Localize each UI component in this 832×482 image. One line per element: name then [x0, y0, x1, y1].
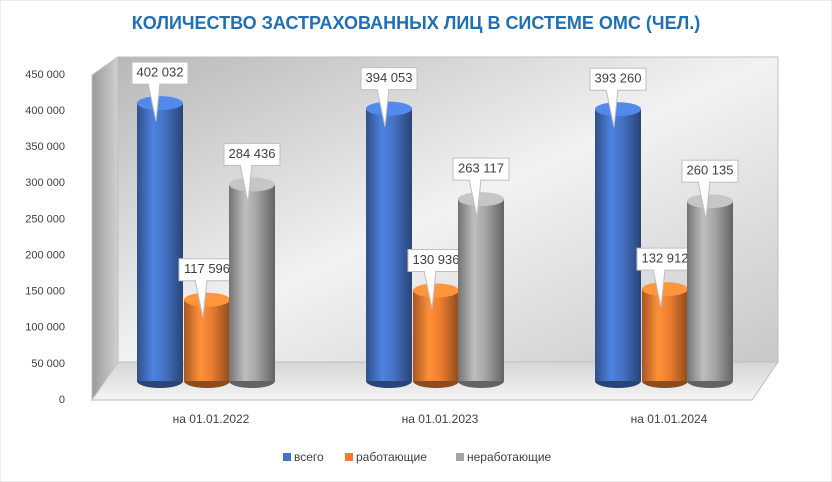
y-tick-label: 250 000 — [25, 213, 65, 225]
y-tick-label: 50 000 — [31, 358, 65, 370]
callout-seam — [699, 180, 709, 184]
chart-title: КОЛИЧЕСТВО ЗАСТРАХОВАННЫХ ЛИЦ В СИСТЕМЕ … — [132, 13, 700, 33]
value-label: 132 912 — [642, 251, 689, 266]
legend-label: всего — [294, 450, 324, 464]
value-label: 117 596 — [184, 261, 230, 276]
callout-box — [681, 159, 739, 183]
x-tick-label: на 01.01.2022 — [173, 412, 250, 426]
callout-box — [360, 67, 418, 91]
callout-seam — [470, 178, 480, 182]
cylinder — [137, 103, 183, 381]
callout-box — [452, 157, 510, 181]
legend-swatch — [283, 453, 291, 461]
value-label: 130 936 — [413, 252, 460, 267]
y-tick-label: 150 000 — [25, 286, 65, 298]
legend-swatch — [456, 453, 464, 461]
y-tick-label: 350 000 — [25, 141, 65, 153]
y-tick-label: 400 000 — [25, 105, 65, 117]
y-tick-label: 450 000 — [25, 69, 65, 81]
value-label: 260 135 — [687, 163, 734, 178]
cylinder-top — [595, 102, 641, 117]
callout-box — [131, 61, 189, 85]
cylinder-top — [642, 282, 688, 297]
cylinder-top — [458, 192, 504, 207]
cylinder — [229, 184, 275, 381]
callout-box — [589, 67, 647, 91]
cylinder — [413, 290, 459, 381]
cylinder — [366, 108, 412, 382]
callout-seam — [196, 278, 206, 282]
cylinder — [687, 201, 733, 381]
legend-swatch — [345, 453, 353, 461]
value-label: 284 436 — [229, 146, 276, 161]
callout-seam — [607, 88, 617, 92]
y-tick-label: 200 000 — [25, 249, 65, 261]
callout-seam — [378, 87, 388, 91]
y-tick-label: 300 000 — [25, 177, 65, 189]
cylinder — [458, 199, 504, 381]
cylinder-top — [366, 101, 412, 116]
value-label: 393 260 — [595, 71, 642, 86]
cylinder-top — [229, 177, 275, 192]
cylinder-top — [184, 292, 230, 307]
side-wall — [91, 56, 119, 402]
y-tick-label: 0 — [59, 394, 65, 406]
cylinder — [642, 289, 688, 381]
cylinder — [595, 109, 641, 381]
value-label: 394 053 — [366, 70, 413, 85]
cylinder-top — [137, 96, 183, 111]
cylinder-top — [687, 194, 733, 209]
value-label: 263 117 — [458, 161, 504, 176]
legend-label: работающие — [356, 450, 427, 464]
value-label: 402 032 — [137, 65, 184, 80]
cylinder-top — [413, 283, 459, 298]
x-tick-label: на 01.01.2024 — [631, 412, 708, 426]
cylinder — [184, 299, 230, 381]
callout-seam — [241, 163, 251, 167]
callout-box — [223, 142, 281, 166]
callout-seam — [654, 268, 664, 272]
y-tick-label: 100 000 — [25, 322, 65, 334]
callout-seam — [149, 82, 159, 86]
legend-label: неработающие — [467, 450, 552, 464]
callout-seam — [425, 269, 435, 273]
x-tick-label: на 01.01.2023 — [402, 412, 479, 426]
